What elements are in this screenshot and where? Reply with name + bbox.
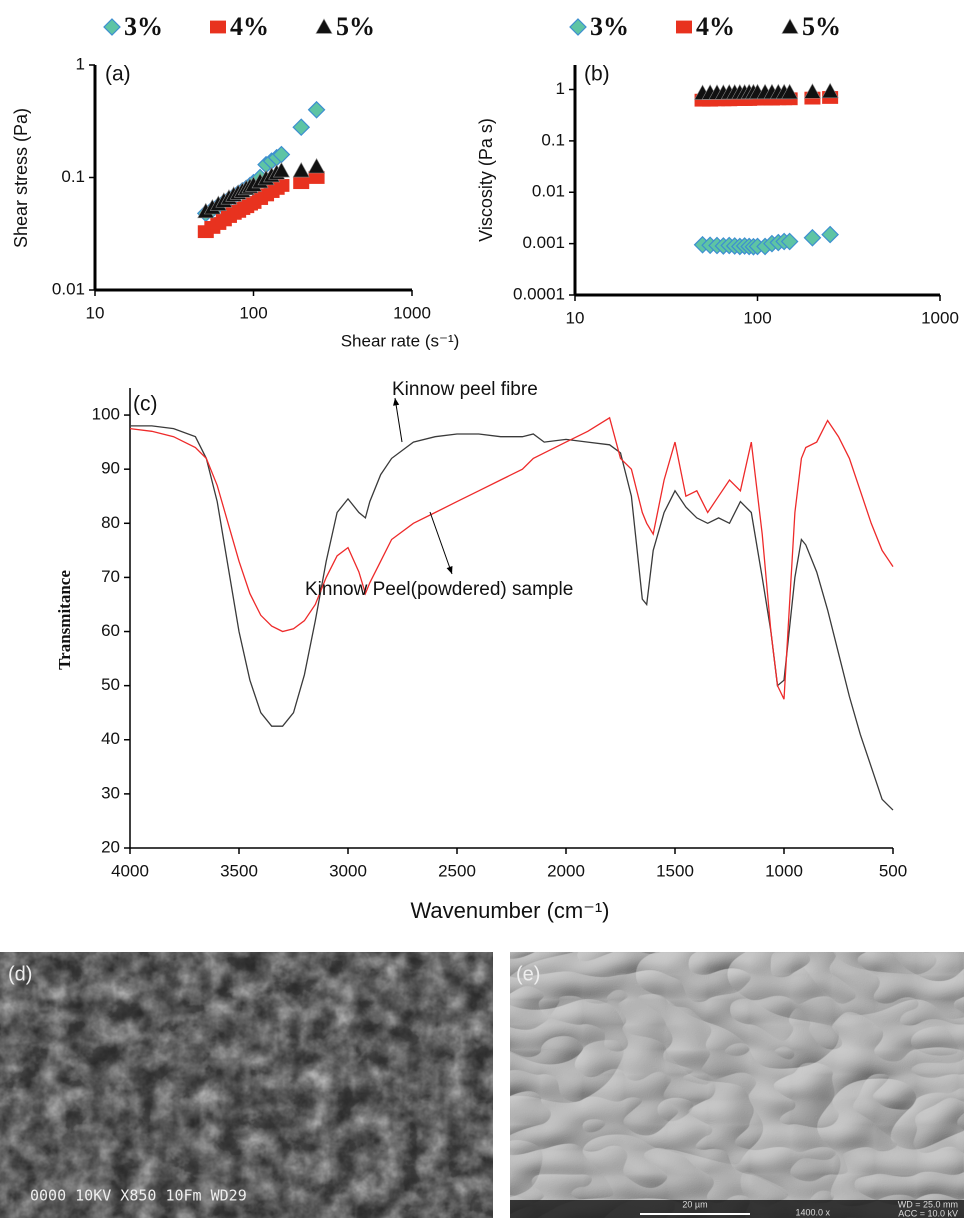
marker — [307, 100, 326, 119]
marker — [803, 83, 821, 99]
y-tick-label: 70 — [101, 567, 120, 586]
y-axis-label: Viscosity (Pa s) — [476, 118, 496, 242]
panel-label: (a) — [105, 63, 131, 86]
y-tick-label: 0.001 — [522, 233, 565, 252]
legend-label: 5% — [802, 12, 841, 41]
x-tick-label: 1000 — [921, 308, 959, 327]
x-tick-label: 100 — [743, 308, 771, 327]
annotation-arrow — [429, 511, 453, 575]
marker — [308, 171, 325, 184]
marker — [821, 225, 839, 244]
x-tick-label: 500 — [879, 861, 907, 880]
marker — [293, 176, 310, 190]
y-tick-label: 20 — [101, 837, 120, 856]
panel-label: (d) — [8, 963, 32, 985]
marker — [781, 83, 799, 100]
legend-marker — [676, 20, 692, 34]
image-info: 0000 10KV X850 10Fm WD29 — [30, 1187, 247, 1205]
spectrum-line — [130, 425, 894, 811]
marker — [308, 157, 326, 174]
annotation-arrow — [394, 397, 403, 443]
x-tick-label: 10 — [86, 303, 105, 322]
arrow-head — [393, 398, 400, 406]
x-tick-label: 1000 — [393, 303, 431, 322]
y-tick-label: 30 — [101, 783, 120, 802]
marker — [803, 228, 822, 247]
x-tick-label: 4000 — [111, 861, 149, 880]
x-tick-label: 2000 — [547, 861, 585, 880]
y-tick-label: 80 — [101, 513, 120, 532]
y-tick-label: 50 — [101, 675, 120, 694]
x-tick-label: 10 — [566, 308, 585, 327]
legend-marker — [103, 18, 121, 36]
y-tick-label: 40 — [101, 729, 120, 748]
y-tick-label: 0.01 — [52, 279, 85, 298]
legend-marker — [781, 18, 799, 34]
x-tick-label: 3000 — [329, 861, 367, 880]
x-tick-label: 2500 — [438, 861, 476, 880]
y-tick-label: 0.1 — [61, 167, 85, 186]
acceleration-voltage: ACC = 10.0 kV — [898, 1208, 958, 1218]
x-tick-label: 1500 — [656, 861, 694, 880]
y-tick-label: 100 — [92, 405, 120, 424]
y-tick-label: 60 — [101, 621, 120, 640]
legend-label: 3% — [124, 12, 163, 41]
legend-marker — [210, 20, 226, 34]
x-tick-label: 3500 — [220, 861, 258, 880]
working-distance: WD = 25.0 mm — [898, 1199, 958, 1209]
arrow-head — [446, 566, 453, 574]
sem-image-e: (e) 20 µm 1400.0 x WD = 25.0 mm ACC = 10… — [510, 952, 964, 1218]
y-tick-label: 0.01 — [532, 182, 565, 201]
annotation: Kinnow peel fibre — [392, 379, 538, 400]
x-tick-label: 1000 — [765, 861, 803, 880]
y-axis-label: Shear stress (Pa) — [11, 108, 31, 248]
legend-label: 5% — [336, 12, 375, 41]
marker — [780, 232, 799, 251]
marker — [821, 82, 839, 99]
marker — [292, 162, 310, 178]
y-tick-label: 1 — [76, 54, 85, 73]
spectrum-line — [129, 416, 894, 700]
legend-label: 3% — [590, 12, 629, 41]
x-tick-label: 100 — [239, 303, 267, 322]
legend-label: 4% — [230, 12, 269, 41]
panel-label: (c) — [133, 393, 158, 416]
scale-bar-label: 20 µm — [682, 1199, 707, 1209]
marker — [272, 162, 290, 178]
y-tick-label: 0.0001 — [513, 284, 565, 303]
sem-image-d: (d) 0000 10KV X850 10Fm WD29 — [0, 952, 493, 1218]
magnification: 1400.0 x — [795, 1207, 830, 1217]
panel-label: (e) — [516, 963, 540, 985]
y-tick-label: 1 — [556, 79, 565, 98]
legend-label: 4% — [696, 12, 735, 41]
annotation: Kinnow Peel(powdered) sample — [305, 579, 573, 600]
x-axis-label: Wavenumber (cm⁻¹) — [410, 898, 609, 923]
y-tick-label: 90 — [101, 459, 120, 478]
x-axis-label: Shear rate (s⁻¹) — [341, 331, 460, 350]
marker — [292, 118, 311, 137]
y-axis-label: Transmitance — [55, 570, 74, 670]
legend-marker — [315, 18, 333, 34]
y-tick-label: 0.1 — [541, 130, 565, 149]
panel-label: (b) — [584, 63, 610, 86]
legend-marker — [569, 18, 587, 36]
